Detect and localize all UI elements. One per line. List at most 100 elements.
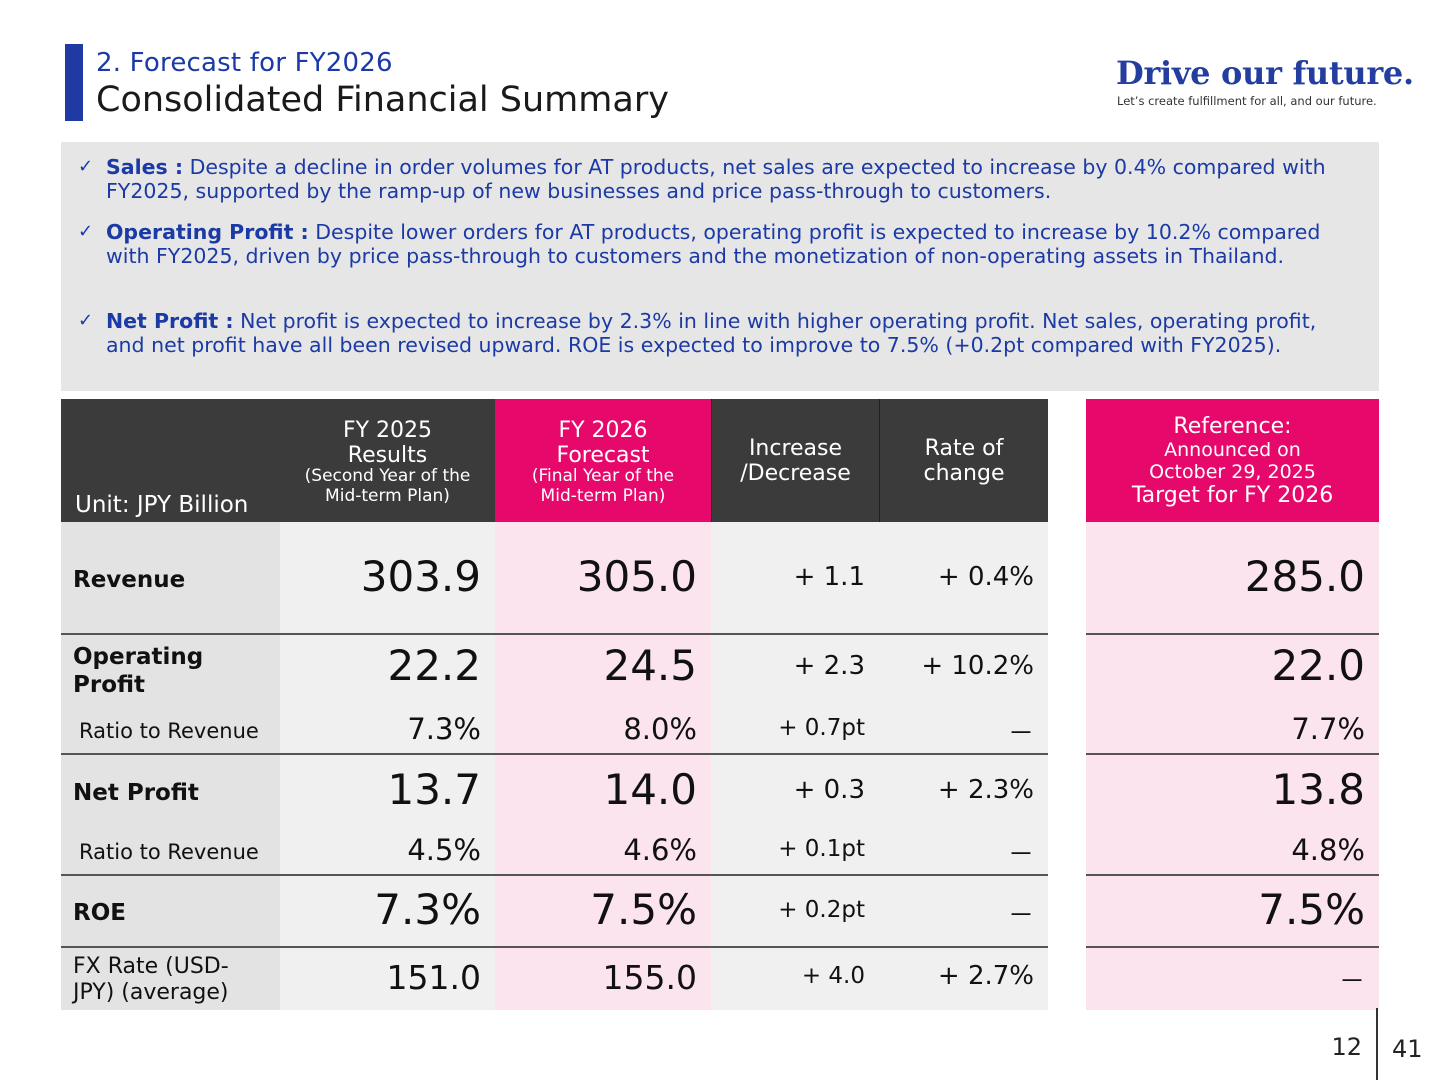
rate-value: + 2.7%: [937, 961, 1034, 991]
reference-value: 285.0: [1244, 552, 1365, 601]
increase-cell: + 2.3: [711, 635, 879, 705]
row-label-cell: FX Rate (USD- JPY) (average): [61, 948, 280, 1010]
header-increase: Increase /Decrease: [711, 399, 879, 522]
reference-cell: 4.8%: [1086, 827, 1379, 874]
rate-value: + 10.2%: [921, 651, 1034, 681]
increase-value: + 2.3: [793, 651, 865, 681]
header-reference: Reference: Announced on October 29, 2025…: [1086, 399, 1379, 522]
header-rate: Rate of change: [879, 399, 1048, 522]
fy2025-value: 7.3%: [374, 885, 481, 934]
fy2025-value: 151.0: [386, 958, 481, 997]
header-rate-title: Rate of change: [923, 436, 1005, 486]
row-sublabel: Ratio to Revenue: [79, 840, 259, 864]
header-reference-title: Reference:: [1173, 414, 1292, 439]
rate-cell: + 0.4%: [879, 522, 1048, 633]
reference-cell: 22.0: [1086, 635, 1379, 705]
reference-cell: 285.0: [1086, 522, 1379, 633]
row-divider: [1086, 753, 1379, 755]
increase-value: + 0.3: [793, 775, 865, 805]
row-divider: [61, 946, 1048, 948]
check-icon: ✓: [78, 221, 94, 242]
rate-cell: －: [879, 876, 1048, 946]
fy2025-cell: 4.5%: [280, 827, 495, 874]
header-fy2025-subtitle: (Second Year of the Mid-term Plan): [304, 466, 471, 506]
reference-value: 13.8: [1271, 765, 1365, 814]
bullet-text: Despite a decline in order volumes for A…: [106, 155, 1326, 203]
fy2026-cell: 7.5%: [495, 876, 711, 946]
fy2025-value: 7.3%: [407, 712, 481, 746]
rate-value: + 2.3%: [937, 775, 1034, 805]
reference-value: －: [1338, 967, 1365, 997]
row-label: Net Profit: [73, 780, 199, 806]
fy2026-column: [495, 522, 711, 1010]
fy2025-value: 4.5%: [407, 833, 481, 867]
increase-value: + 4.0: [801, 963, 865, 989]
fy2026-cell: 305.0: [495, 522, 711, 633]
total-page-number: 41: [1392, 1035, 1423, 1063]
unit-label: Unit: JPY Billion: [75, 492, 249, 518]
reference-value: 7.5%: [1258, 885, 1365, 934]
row-divider: [1086, 946, 1379, 948]
header-fy2025: FY 2025 Results (Second Year of the Mid-…: [280, 399, 495, 522]
header-fy2026-title: FY 2026 Forecast: [556, 418, 650, 468]
check-icon: ✓: [78, 156, 94, 177]
rate-value: －: [1007, 719, 1034, 749]
row-label-cell: Ratio to Revenue: [61, 827, 280, 874]
brand-logo-text: Drive our future.: [1116, 54, 1414, 92]
fy2026-value: 155.0: [602, 958, 697, 997]
fy2025-cell: 7.3%: [280, 705, 495, 753]
fy2025-cell: 13.7: [280, 755, 495, 827]
change-columns: [711, 522, 1048, 1010]
fy2026-cell: 8.0%: [495, 705, 711, 753]
row-label-cell: Net Profit: [61, 755, 280, 827]
reference-cell: 13.8: [1086, 755, 1379, 827]
increase-cell: + 4.0: [711, 948, 879, 1010]
fy2025-cell: 303.9: [280, 522, 495, 633]
row-divider: [61, 633, 1048, 635]
row-divider: [61, 874, 1048, 876]
fy2025-cell: 151.0: [280, 948, 495, 1010]
section-page-number: 12: [1331, 1033, 1362, 1061]
check-icon: ✓: [78, 310, 94, 331]
row-sublabel: Ratio to Revenue: [79, 719, 259, 743]
fy2026-cell: 155.0: [495, 948, 711, 1010]
bullet-text: Despite lower orders for AT products, op…: [106, 220, 1321, 268]
row-label-cell: Ratio to Revenue: [61, 705, 280, 753]
fy2025-cell: 7.3%: [280, 876, 495, 946]
fy2025-value: 303.9: [360, 552, 481, 601]
fy2026-value: 4.6%: [623, 833, 697, 867]
row-label: Operating Profit: [73, 644, 204, 698]
rate-cell: －: [879, 827, 1048, 874]
rate-value: + 0.4%: [937, 562, 1034, 592]
increase-cell: + 0.1pt: [711, 827, 879, 874]
row-divider: [1086, 874, 1379, 876]
bullet-label: Net Profit :: [106, 309, 234, 333]
rate-cell: + 10.2%: [879, 635, 1048, 705]
fy2026-value: 14.0: [603, 765, 697, 814]
summary-box: ✓ Sales : Despite a decline in order vol…: [61, 142, 1379, 391]
row-label: Revenue: [73, 567, 186, 593]
header-fy2026: FY 2026 Forecast (Final Year of the Mid-…: [495, 399, 711, 522]
row-label-cell: ROE: [61, 876, 280, 946]
fy2025-value: 13.7: [387, 765, 481, 814]
header-reference-date: Announced on October 29, 2025: [1149, 439, 1316, 483]
reference-value: 7.7%: [1291, 712, 1365, 746]
row-divider: [61, 753, 1048, 755]
fy2026-value: 7.5%: [590, 885, 697, 934]
unit-header-cell: Unit: JPY Billion: [61, 399, 280, 522]
rate-cell: －: [879, 705, 1048, 753]
fy2026-cell: 24.5: [495, 635, 711, 705]
brand-tagline: Let’s create fulfillment for all, and ou…: [1117, 94, 1377, 108]
row-label-cell: Operating Profit: [61, 635, 280, 705]
header-fy2025-title: FY 2025 Results: [342, 418, 433, 468]
row-label: FX Rate (USD- JPY) (average): [73, 954, 229, 1005]
header-reference-target: Target for FY 2026: [1131, 483, 1334, 508]
reference-cell: －: [1086, 948, 1379, 1010]
fy2026-value: 24.5: [603, 641, 697, 690]
page-title: Consolidated Financial Summary: [96, 80, 669, 120]
row-label: ROE: [73, 900, 126, 926]
fy2025-cell: 22.2: [280, 635, 495, 705]
fy2026-value: 305.0: [576, 552, 697, 601]
title-accent-bar: [65, 44, 83, 121]
fy2026-value: 8.0%: [623, 712, 697, 746]
